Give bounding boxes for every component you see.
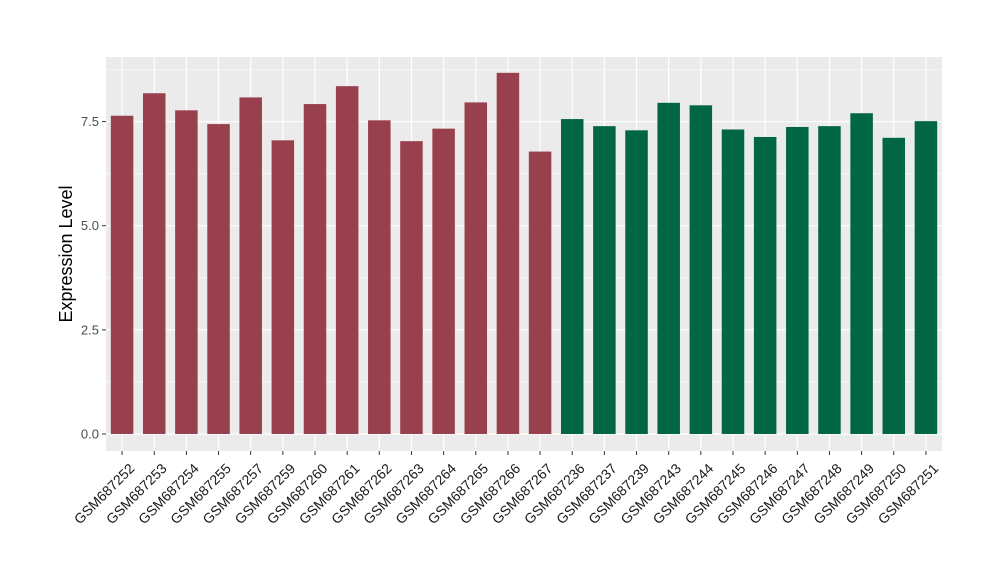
bar-GSM687237 [593, 126, 616, 435]
y-tick-label: 2.5 [81, 322, 99, 337]
y-tick-label: 0.0 [81, 427, 99, 442]
bar-GSM687249 [850, 113, 873, 434]
bar-GSM687261 [335, 86, 359, 434]
bar-GSM687255 [207, 124, 230, 434]
bar-GSM687246 [753, 136, 777, 435]
bar-GSM687259 [271, 140, 295, 434]
bar-GSM687251 [914, 121, 938, 434]
bar-GSM687262 [368, 120, 391, 434]
x-axis: GSM687252GSM687253GSM687254GSM687255GSM6… [71, 451, 942, 527]
bar-GSM687267 [528, 151, 552, 434]
bar-GSM687265 [464, 102, 488, 435]
bar-GSM687257 [239, 97, 262, 434]
bar-GSM687247 [786, 126, 809, 434]
plot-panel [106, 57, 942, 451]
bar-GSM687263 [400, 141, 423, 434]
bar-GSM687239 [625, 130, 648, 434]
bar-GSM687243 [657, 102, 680, 434]
bar-GSM687248 [818, 126, 841, 435]
bar-GSM687250 [882, 137, 906, 434]
bar-GSM687244 [689, 105, 713, 434]
y-tick-label: 5.0 [81, 218, 99, 233]
y-axis-title: Expression Level [56, 185, 76, 322]
bar-GSM687252 [110, 115, 134, 435]
y-tick-label: 7.5 [81, 114, 99, 129]
bar-GSM687245 [721, 129, 745, 434]
bar-GSM687236 [560, 119, 584, 434]
bar-GSM687266 [496, 72, 520, 434]
bar-GSM687264 [432, 128, 455, 435]
bar-GSM687254 [175, 110, 198, 435]
bar-GSM687253 [142, 93, 166, 434]
bars [110, 72, 938, 435]
bar-GSM687260 [303, 104, 327, 434]
y-axis: 0.0 2.5 5.0 7.5 [81, 114, 106, 442]
